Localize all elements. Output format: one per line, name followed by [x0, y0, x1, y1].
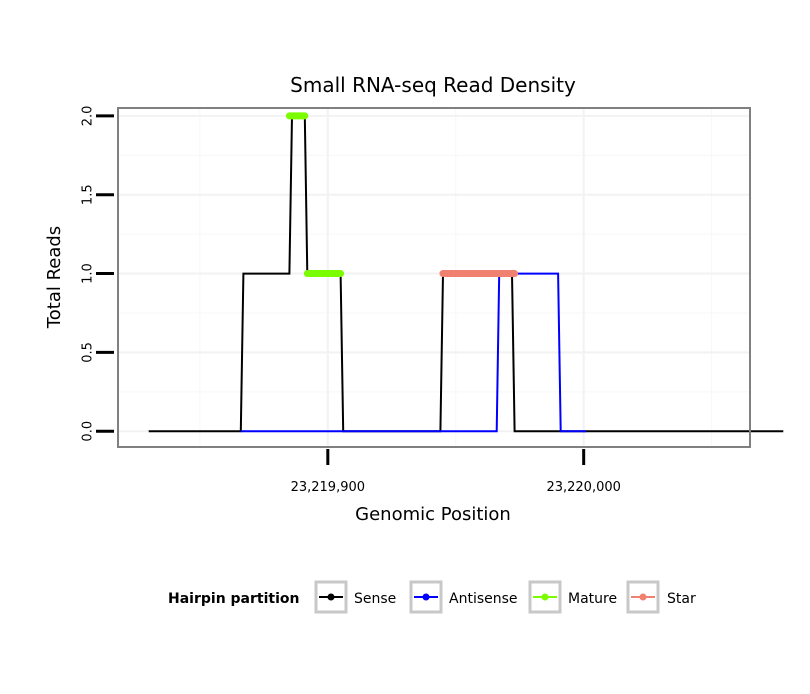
- plot-panel-border: [117, 107, 751, 448]
- y-tick-label: 1.0: [81, 263, 96, 284]
- legend-key-dot-sense: [327, 593, 335, 601]
- chart-title: Small RNA-seq Read Density: [290, 73, 576, 97]
- plot-panel-background: [118, 108, 750, 447]
- y-tick-label: 0.5: [81, 342, 96, 363]
- plot-area: [117, 107, 784, 448]
- y-axis-title: Total Reads: [44, 226, 65, 329]
- legend-entry-star: Star: [626, 580, 696, 614]
- legend-label-star: Star: [667, 591, 696, 607]
- legend-key-dot-antisense: [422, 593, 430, 601]
- legend-title: Hairpin partition: [168, 591, 299, 607]
- legend-label-antisense: Antisense: [449, 591, 518, 607]
- y-axis: 0.0 0.5 1.0 1.5 2.0: [81, 106, 114, 442]
- x-axis-title: Genomic Position: [355, 504, 511, 525]
- y-tick-label: 0.0: [81, 421, 96, 442]
- y-tick-label: 2.0: [81, 106, 96, 127]
- legend-entry-sense: Sense: [314, 580, 396, 614]
- x-tick-label: 23,220,000: [546, 480, 620, 495]
- series-layer: [148, 112, 784, 433]
- legend: Hairpin partition Sense Antisense Mature…: [168, 580, 696, 614]
- series-line-antisense: [240, 272, 587, 433]
- x-tick-label: 23,219,900: [291, 480, 365, 495]
- legend-key-dot-star: [639, 593, 647, 601]
- legend-entry-antisense: Antisense: [409, 580, 518, 614]
- legend-key-dot-mature: [541, 593, 549, 601]
- y-tick-label: 1.5: [81, 184, 96, 205]
- x-axis: 23,219,900 23,220,000: [291, 449, 621, 495]
- legend-label-sense: Sense: [354, 591, 396, 607]
- legend-label-mature: Mature: [568, 591, 617, 607]
- grid-lines: [118, 108, 750, 447]
- legend-entry-mature: Mature: [528, 580, 617, 614]
